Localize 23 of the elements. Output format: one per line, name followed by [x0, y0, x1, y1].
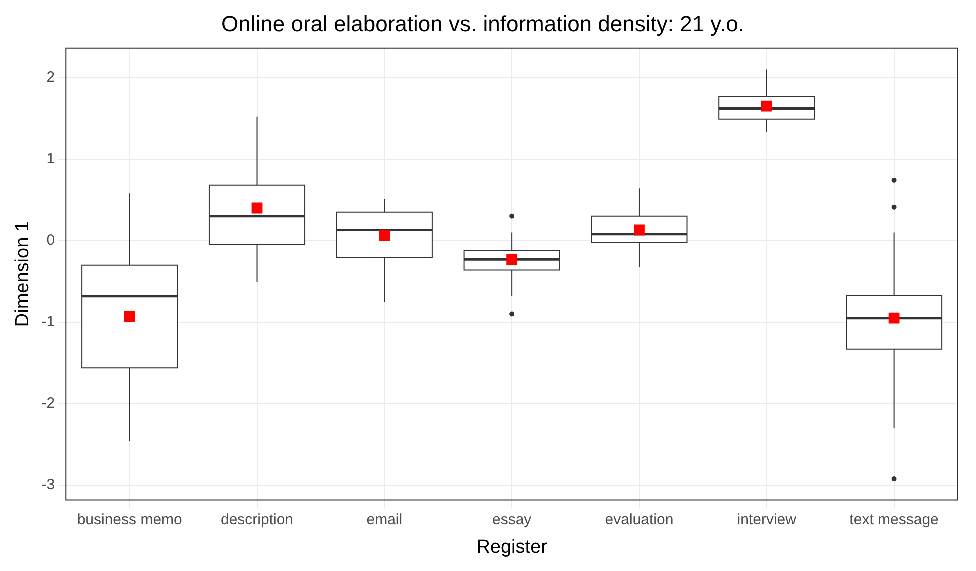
- x-tick-label: description: [220, 511, 294, 528]
- x-tick-label: evaluation: [605, 511, 674, 528]
- point: [634, 224, 645, 236]
- y-tick-label: 0: [46, 232, 56, 250]
- point: [124, 311, 136, 322]
- y-tick-label: -3: [42, 476, 56, 494]
- point: [252, 202, 263, 214]
- point: [506, 254, 518, 266]
- y-tick-label: -1: [42, 314, 56, 331]
- x-tick-label: business memo: [77, 511, 182, 528]
- point: [379, 230, 390, 242]
- y-tick-label: 2: [46, 68, 56, 86]
- y-tick-label: 1: [46, 150, 56, 168]
- chart-title: Online oral elaboration vs. information density: 21 y.o.: [222, 11, 744, 36]
- x-tick-label: essay: [492, 511, 532, 528]
- x-tick-label: text message: [850, 511, 939, 528]
- y-tick-label: -2: [42, 395, 56, 412]
- x-tick-label: interview: [737, 511, 797, 528]
- y-axis-title: Dimension 1: [12, 221, 34, 328]
- x-axis-title: Register: [476, 536, 548, 558]
- point: [888, 312, 900, 324]
- x-tick-label: email: [366, 511, 403, 528]
- point: [761, 100, 772, 112]
